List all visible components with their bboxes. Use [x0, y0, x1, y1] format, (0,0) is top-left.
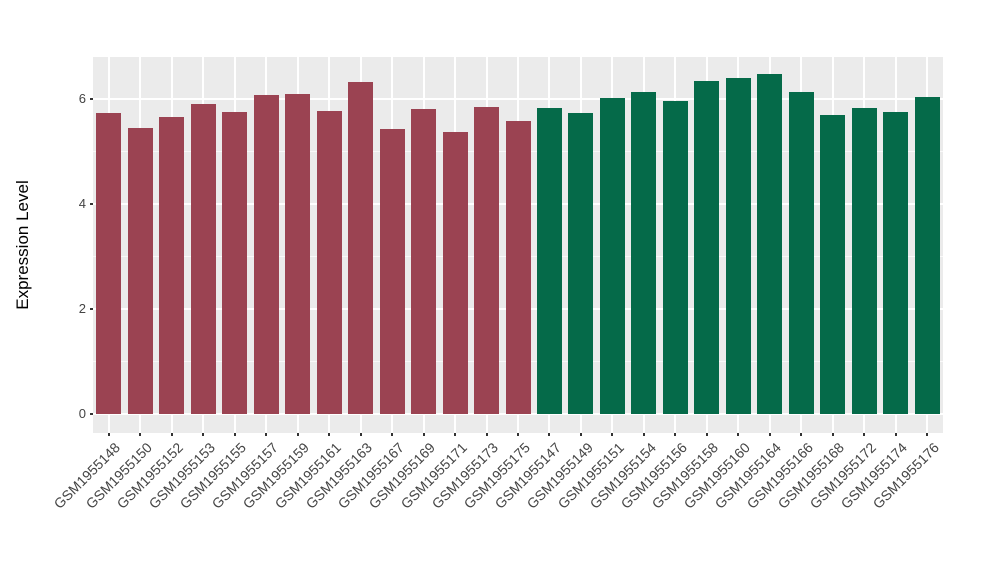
- x-tick-mark: [674, 433, 677, 436]
- x-tick-mark: [107, 433, 110, 436]
- bar-GSM1955149: [568, 113, 594, 414]
- y-tick-mark: [90, 98, 93, 100]
- bar-GSM1955175: [505, 121, 531, 414]
- bar-GSM1955164: [757, 73, 783, 414]
- bar-GSM1955148: [96, 113, 122, 414]
- bar-GSM1955174: [883, 112, 909, 414]
- x-tick-mark: [737, 433, 740, 436]
- y-tick-label: 2: [78, 300, 86, 316]
- bar-GSM1955176: [914, 97, 940, 414]
- bar-GSM1955171: [442, 132, 468, 414]
- bar-GSM1955154: [631, 92, 657, 414]
- x-tick-mark: [768, 433, 771, 436]
- x-tick-mark: [863, 433, 866, 436]
- bar-GSM1955163: [348, 82, 374, 414]
- x-tick-mark: [485, 433, 488, 436]
- bar-GSM1955166: [788, 91, 814, 414]
- bar-GSM1955167: [379, 129, 405, 414]
- bar-GSM1955158: [694, 81, 720, 414]
- x-tick-mark: [139, 433, 142, 436]
- x-tick-mark: [579, 433, 582, 436]
- x-tick-mark: [800, 433, 803, 436]
- bar-GSM1955169: [411, 109, 437, 414]
- x-tick-mark: [831, 433, 834, 436]
- x-tick-mark: [202, 433, 205, 436]
- bar-GSM1955173: [474, 107, 500, 414]
- x-tick-mark: [359, 433, 362, 436]
- bar-GSM1955156: [662, 100, 688, 414]
- x-tick-mark: [422, 433, 425, 436]
- x-tick-mark: [926, 433, 929, 436]
- y-tick-label: 4: [78, 195, 86, 211]
- x-tick-mark: [611, 433, 614, 436]
- x-tick-mark: [642, 433, 645, 436]
- x-tick-mark: [233, 433, 236, 436]
- y-tick-mark: [90, 307, 93, 310]
- bar-GSM1955160: [725, 78, 751, 414]
- y-tick-label: 0: [78, 405, 86, 421]
- y-tick-mark: [90, 202, 93, 205]
- x-tick-mark: [391, 433, 394, 436]
- bar-GSM1955155: [222, 112, 248, 414]
- x-tick-mark: [328, 433, 331, 436]
- x-tick-mark: [705, 433, 708, 436]
- x-tick-mark: [454, 433, 457, 436]
- plot-panel: [93, 57, 943, 433]
- x-tick-mark: [265, 433, 268, 436]
- x-tick-mark: [894, 433, 897, 436]
- bar-GSM1955150: [127, 127, 153, 414]
- bar-GSM1955151: [599, 98, 625, 414]
- y-axis-title: Expression Level: [13, 180, 32, 310]
- x-tick-mark: [548, 433, 551, 436]
- y-tick-mark: [90, 412, 93, 415]
- bar-GSM1955152: [159, 116, 185, 414]
- x-tick-mark: [170, 433, 173, 436]
- bar-GSM1955153: [190, 104, 216, 414]
- bar-GSM1955168: [820, 114, 846, 414]
- y-tick-label: 6: [78, 91, 86, 106]
- bar-GSM1955172: [851, 107, 877, 414]
- bar-GSM1955147: [536, 108, 562, 414]
- bar-GSM1955157: [253, 95, 279, 414]
- bar-GSM1955161: [316, 110, 342, 414]
- bar-GSM1955159: [285, 93, 311, 414]
- x-tick-mark: [296, 433, 299, 436]
- x-tick-mark: [517, 433, 519, 436]
